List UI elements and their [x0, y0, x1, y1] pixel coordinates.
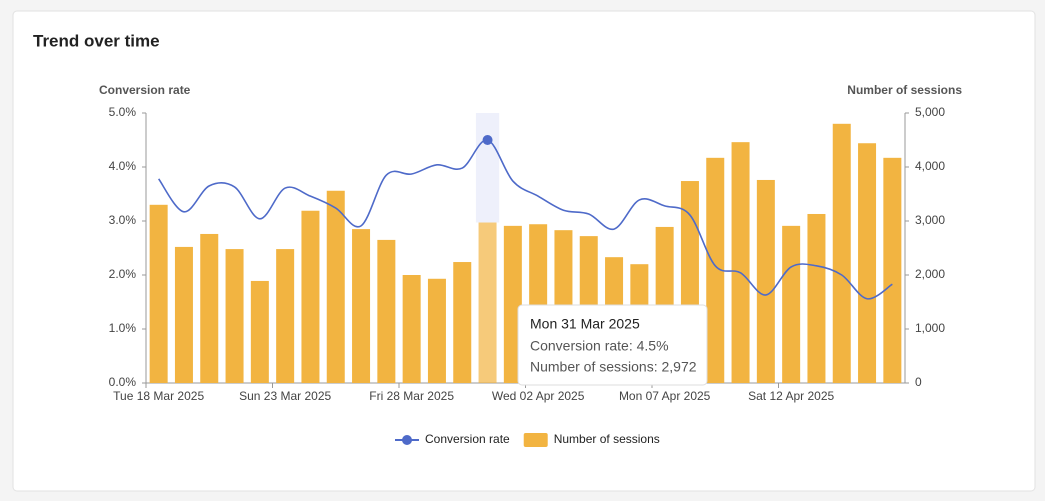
bar — [149, 204, 168, 383]
y-tick-label: 4.0% — [109, 159, 137, 173]
bar — [200, 233, 219, 383]
bar — [503, 225, 522, 383]
y-axis-label: Conversion rate — [99, 83, 191, 97]
bar — [174, 246, 193, 383]
bar — [858, 143, 877, 383]
y2-tick-label: 0 — [915, 375, 922, 389]
bar — [706, 157, 725, 383]
bar — [782, 225, 801, 383]
bar — [301, 210, 320, 383]
hover-band — [475, 113, 500, 223]
bar — [756, 179, 775, 383]
y2-tick-label: 5,000 — [915, 105, 945, 119]
y2-tick-label: 1,000 — [915, 321, 945, 335]
tooltip-line: Number of sessions: 2,972 — [530, 359, 697, 375]
legend-marker — [402, 435, 412, 445]
tooltip-title: Mon 31 Mar 2025 — [530, 316, 640, 332]
bar — [402, 275, 421, 383]
bar — [377, 239, 396, 383]
bar — [326, 190, 345, 383]
x-tick-label: Fri 28 Mar 2025 — [369, 389, 454, 403]
x-tick-label: Sat 12 Apr 2025 — [748, 389, 834, 403]
legend-label: Number of sessions — [554, 432, 660, 446]
y-tick-label: 5.0% — [109, 105, 137, 119]
line — [157, 139, 893, 300]
x-tick-label: Tue 18 Mar 2025 — [113, 389, 204, 403]
y2-tick-label: 4,000 — [915, 159, 945, 173]
bar — [731, 142, 750, 383]
y-tick-label: 3.0% — [109, 213, 137, 227]
x-tick-label: Mon 07 Apr 2025 — [619, 389, 711, 403]
y2-tick-label: 2,000 — [915, 267, 945, 281]
active-point — [482, 135, 493, 145]
y-tick-label: 2.0% — [109, 267, 137, 281]
bar — [832, 123, 851, 384]
bar — [276, 249, 295, 383]
legend-swatch — [523, 433, 548, 447]
y-tick-label: 0.0% — [109, 375, 137, 389]
y2-axis-label: Number of sessions — [847, 83, 962, 97]
bar — [427, 278, 446, 383]
x-tick-label: Sun 23 Mar 2025 — [239, 389, 331, 403]
bar — [883, 157, 902, 383]
tooltip-box — [517, 304, 708, 386]
tooltip-line: Conversion rate: 4.5% — [530, 338, 669, 354]
bar — [250, 280, 269, 383]
bar — [225, 249, 244, 383]
bar — [352, 229, 371, 383]
tooltip: Mon 31 Mar 2025 Conversion rate: 4.5% Numb… — [517, 304, 708, 386]
legend-label: Conversion rate — [425, 432, 510, 446]
chart-title: Trend over time — [33, 31, 160, 50]
y-tick-label: 1.0% — [109, 321, 137, 335]
bar — [807, 213, 826, 383]
x-tick-label: Wed 02 Apr 2025 — [492, 389, 585, 403]
bar — [453, 262, 472, 383]
bar — [478, 222, 497, 383]
y2-tick-label: 3,000 — [915, 213, 945, 227]
